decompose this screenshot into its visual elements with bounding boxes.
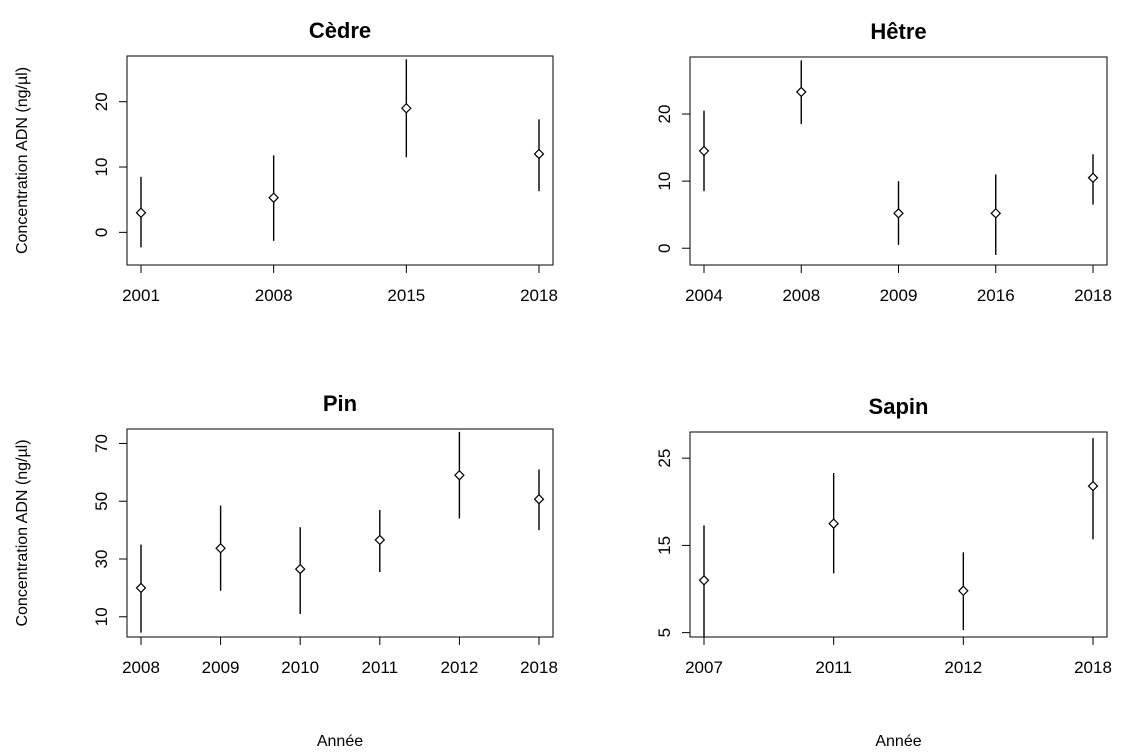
y-tick-label: 10 (92, 607, 111, 626)
y-tick-label: 0 (655, 243, 674, 252)
y-tick-label: 15 (655, 536, 674, 555)
x-tick-label: 2008 (255, 286, 293, 305)
x-tick-label: 2018 (520, 286, 558, 305)
panel-cedre: Cèdre 0 10 20 2001 2008 2015 2018 Concentration … (14, 18, 558, 305)
x-tick-label: 2011 (815, 658, 852, 677)
data-point (1087, 480, 1099, 492)
x-tick-label: 2016 (977, 286, 1015, 305)
data-point (533, 493, 545, 505)
data-point (135, 207, 147, 219)
y-axis-label: Concentration ADN (ng/µl) (14, 439, 31, 626)
plot-frame (126, 428, 554, 638)
x-tick-label: 2012 (944, 658, 982, 677)
panel-hetre: Hêtre 0 10 20 2004 2008 2009 2016 2018 (655, 19, 1112, 305)
x-tick-label: 2018 (520, 658, 558, 677)
y-tick-label: 70 (92, 434, 111, 453)
plot-frame (126, 55, 554, 266)
y-tick-label: 10 (655, 172, 674, 191)
panel-pin: Pin 10 30 50 70 2008 2009 2010 2011 2012 2018 Conce… (14, 391, 558, 750)
y-tick-label: 10 (92, 158, 111, 177)
y-tick-label: 25 (655, 449, 674, 468)
data-point (533, 148, 545, 160)
data-point (135, 582, 147, 594)
data-point (698, 145, 710, 157)
x-tick-label: 2001 (122, 286, 160, 305)
y-tick-label: 5 (655, 628, 674, 637)
x-tick-label: 2018 (1074, 286, 1112, 305)
x-tick-label: 2007 (685, 658, 723, 677)
x-tick-label: 2008 (122, 658, 160, 677)
x-tick-label: 2011 (362, 658, 399, 677)
x-tick-label: 2012 (440, 658, 478, 677)
x-tick-label: 2004 (685, 286, 723, 305)
chart-title: Hêtre (870, 19, 926, 44)
y-axis-label: Concentration ADN (ng/µl) (14, 67, 31, 254)
y-tick-label: 20 (92, 92, 111, 111)
y-tick-label: 0 (92, 228, 111, 237)
data-point (400, 102, 412, 114)
data-point (268, 192, 280, 204)
data-point (893, 207, 904, 219)
data-point (454, 469, 465, 481)
plot-frame (689, 431, 1108, 638)
data-point (990, 207, 1002, 219)
data-point (1087, 172, 1099, 184)
x-tick-label: 2018 (1074, 658, 1112, 677)
x-tick-label: 2010 (281, 658, 319, 677)
data-point (957, 585, 969, 597)
data-point (795, 86, 807, 98)
y-tick-label: 30 (92, 550, 111, 569)
y-tick-label: 50 (92, 492, 111, 511)
data-point (294, 563, 306, 575)
data-point (215, 542, 226, 554)
chart-title: Cèdre (309, 18, 371, 43)
data-point (374, 534, 386, 546)
x-tick-label: 2008 (782, 286, 820, 305)
x-tick-label: 2009 (880, 286, 918, 305)
x-axis-label: Année (875, 733, 921, 750)
chart-title: Pin (323, 391, 357, 416)
y-tick-label: 20 (655, 105, 674, 124)
data-point (828, 518, 840, 529)
panel-sapin: Sapin 5 15 25 2007 2011 2012 2018 Année (655, 394, 1112, 750)
x-tick-label: 2015 (387, 286, 425, 305)
x-tick-label: 2009 (202, 658, 240, 677)
chart-title: Sapin (869, 394, 929, 419)
data-point (698, 574, 710, 586)
x-axis-label: Année (317, 733, 363, 750)
